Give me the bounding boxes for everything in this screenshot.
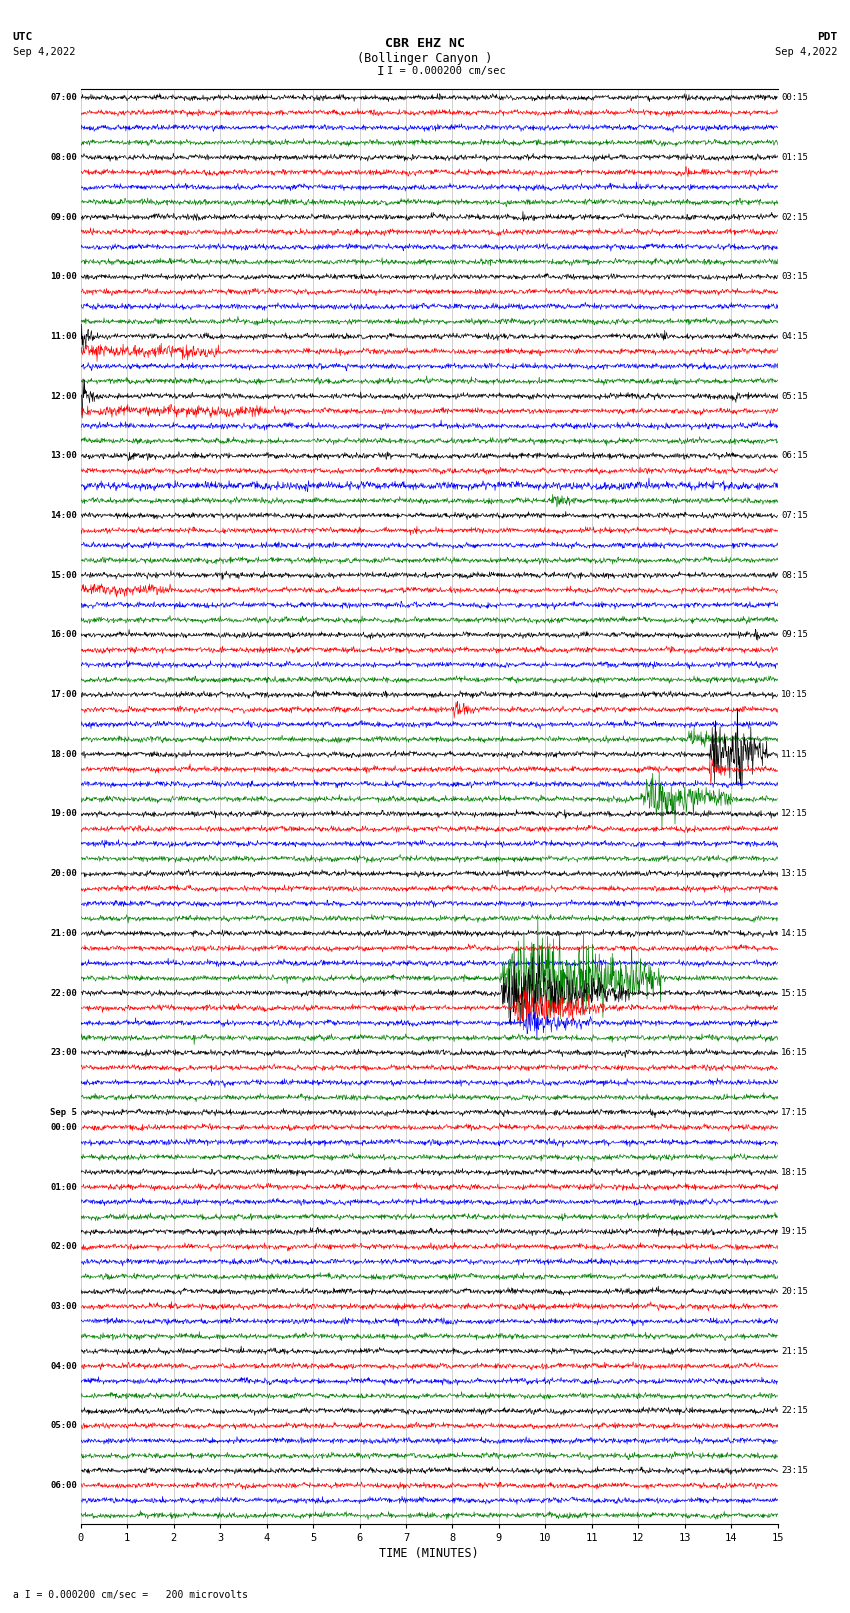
Text: 17:00: 17:00 [50, 690, 77, 698]
Text: 19:00: 19:00 [50, 810, 77, 818]
Text: 20:00: 20:00 [50, 869, 77, 877]
Text: I: I [377, 65, 384, 79]
Text: 23:15: 23:15 [781, 1466, 808, 1474]
Text: 17:15: 17:15 [781, 1108, 808, 1116]
Text: CBR EHZ NC: CBR EHZ NC [385, 37, 465, 50]
Text: 12:00: 12:00 [50, 392, 77, 400]
Text: 03:15: 03:15 [781, 273, 808, 281]
Text: 04:15: 04:15 [781, 332, 808, 340]
Text: 16:00: 16:00 [50, 631, 77, 639]
Text: 01:15: 01:15 [781, 153, 808, 161]
Text: 23:00: 23:00 [50, 1048, 77, 1057]
Text: 15:15: 15:15 [781, 989, 808, 997]
Text: 01:00: 01:00 [50, 1182, 77, 1192]
Text: 04:00: 04:00 [50, 1361, 77, 1371]
Text: Sep 4,2022: Sep 4,2022 [774, 47, 837, 56]
Text: 08:00: 08:00 [50, 153, 77, 161]
Text: 06:15: 06:15 [781, 452, 808, 460]
Text: 00:00: 00:00 [50, 1123, 77, 1132]
Text: 18:00: 18:00 [50, 750, 77, 758]
Text: 14:15: 14:15 [781, 929, 808, 937]
Text: PDT: PDT [817, 32, 837, 42]
Text: (Bollinger Canyon ): (Bollinger Canyon ) [357, 52, 493, 65]
Text: 10:15: 10:15 [781, 690, 808, 698]
Text: Sep 5: Sep 5 [50, 1108, 77, 1116]
Text: 21:00: 21:00 [50, 929, 77, 937]
Text: UTC: UTC [13, 32, 33, 42]
Text: 12:15: 12:15 [781, 810, 808, 818]
Text: 22:15: 22:15 [781, 1407, 808, 1415]
Text: 08:15: 08:15 [781, 571, 808, 579]
Text: 13:15: 13:15 [781, 869, 808, 877]
Text: 00:15: 00:15 [781, 94, 808, 102]
Text: 02:15: 02:15 [781, 213, 808, 221]
Text: 10:00: 10:00 [50, 273, 77, 281]
Text: 03:00: 03:00 [50, 1302, 77, 1311]
Text: I = 0.000200 cm/sec: I = 0.000200 cm/sec [387, 66, 506, 76]
Text: 11:00: 11:00 [50, 332, 77, 340]
Text: 16:15: 16:15 [781, 1048, 808, 1057]
Text: 20:15: 20:15 [781, 1287, 808, 1295]
Text: 07:00: 07:00 [50, 94, 77, 102]
Text: 09:15: 09:15 [781, 631, 808, 639]
Text: 06:00: 06:00 [50, 1481, 77, 1490]
Text: 09:00: 09:00 [50, 213, 77, 221]
Text: 13:00: 13:00 [50, 452, 77, 460]
Text: a I = 0.000200 cm/sec =   200 microvolts: a I = 0.000200 cm/sec = 200 microvolts [13, 1590, 247, 1600]
Text: 18:15: 18:15 [781, 1168, 808, 1176]
Text: 05:15: 05:15 [781, 392, 808, 400]
Text: Sep 4,2022: Sep 4,2022 [13, 47, 76, 56]
Text: 05:00: 05:00 [50, 1421, 77, 1431]
Text: 11:15: 11:15 [781, 750, 808, 758]
Text: 14:00: 14:00 [50, 511, 77, 519]
Text: 22:00: 22:00 [50, 989, 77, 997]
X-axis label: TIME (MINUTES): TIME (MINUTES) [379, 1547, 479, 1560]
Text: 19:15: 19:15 [781, 1227, 808, 1236]
Text: 02:00: 02:00 [50, 1242, 77, 1252]
Text: 15:00: 15:00 [50, 571, 77, 579]
Text: 21:15: 21:15 [781, 1347, 808, 1355]
Text: 07:15: 07:15 [781, 511, 808, 519]
